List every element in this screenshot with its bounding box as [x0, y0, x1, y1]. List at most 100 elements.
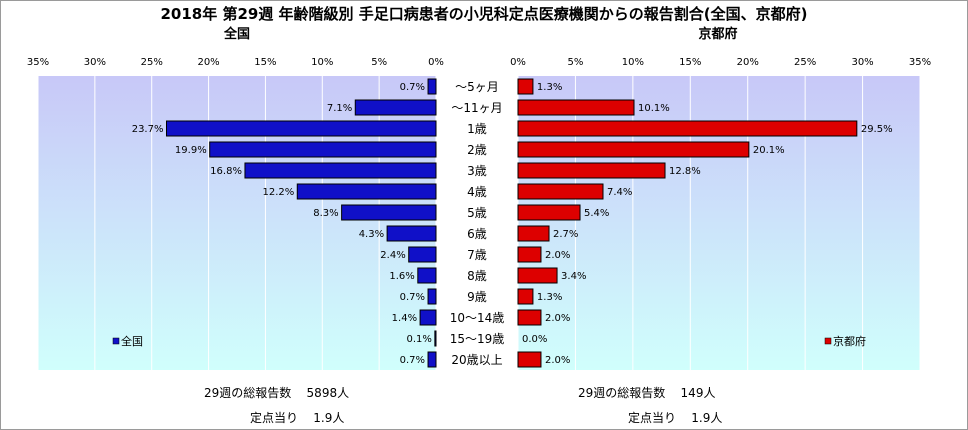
chart-title: 2018年 第29週 年齢階級別 手足口病患者の小児科定点医療機関からの報告割合…: [160, 5, 807, 23]
category-label: 1歳: [467, 122, 487, 136]
category-label: 7歳: [467, 248, 487, 262]
national-per-label: 定点当り: [250, 411, 299, 425]
data-label-kyoto: 2.0%: [545, 355, 570, 366]
bar-kyoto: [517, 78, 534, 95]
right-panel-title: 京都府: [698, 26, 737, 42]
data-label-kyoto: 29.5%: [861, 124, 893, 135]
x-tick-label-kyoto: 10%: [622, 57, 644, 68]
national-total-label: 29週の総報告数: [204, 386, 292, 400]
bar-kyoto: [517, 162, 666, 179]
bar-kyoto: [517, 225, 550, 242]
bar-national: [427, 288, 437, 305]
left-panel-title: 全国: [223, 26, 250, 42]
bar-national: [244, 162, 437, 179]
bar-kyoto: [517, 120, 858, 137]
legend-kyoto-label: 京都府: [833, 334, 866, 348]
data-label-kyoto: 7.4%: [607, 187, 632, 198]
national-per-site: 定点当り 1.9人: [250, 409, 344, 426]
national-per-value: 1.9人: [313, 411, 345, 425]
x-tick-label-kyoto: 15%: [679, 57, 701, 68]
bar-national: [386, 225, 437, 242]
bar-national: [427, 78, 437, 95]
data-label-kyoto: 1.3%: [537, 292, 562, 303]
data-label-kyoto: 3.4%: [561, 271, 586, 282]
bar-kyoto: [517, 288, 534, 305]
bar-national: [417, 267, 437, 284]
category-label: 20歳以上: [451, 353, 502, 367]
category-label: 6歳: [467, 227, 487, 241]
category-label: ～5ヶ月: [455, 80, 499, 94]
x-tick-label-national: 10%: [311, 57, 333, 68]
x-tick-label-kyoto: 5%: [567, 57, 583, 68]
bar-national: [296, 183, 437, 200]
data-label-kyoto: 20.1%: [753, 145, 785, 156]
bar-national: [209, 141, 437, 158]
data-label-national: 19.9%: [175, 145, 207, 156]
data-label-national: 2.4%: [380, 250, 405, 261]
x-tick-label-kyoto: 35%: [909, 57, 931, 68]
bar-kyoto: [517, 351, 542, 368]
data-label-kyoto: 2.0%: [545, 313, 570, 324]
category-label: 9歳: [467, 290, 487, 304]
data-label-national: 4.3%: [359, 229, 384, 240]
data-label-kyoto: 2.0%: [545, 250, 570, 261]
chart-marks: 35% 30% 25% 20% 15% 10% 5% 0% 0.7% 7.1% 23.7% 19.9%…: [27, 57, 931, 368]
data-label-kyoto: 0.0%: [522, 334, 547, 345]
x-tick-label-national: 35%: [27, 57, 49, 68]
x-tick-label-kyoto: 20%: [737, 57, 759, 68]
data-label-national: 0.7%: [400, 292, 425, 303]
x-tick-label-national: 30%: [84, 57, 106, 68]
legend-national-label: 全国: [121, 334, 143, 348]
category-label: 3歳: [467, 164, 487, 178]
national-total: 29週の総報告数 5898人: [204, 384, 349, 401]
data-label-national: 8.3%: [313, 208, 338, 219]
bar-national: [419, 309, 437, 326]
bar-national: [165, 120, 437, 137]
bar-kyoto: [517, 309, 542, 326]
data-label-kyoto: 1.3%: [537, 82, 562, 93]
data-label-national: 12.2%: [262, 187, 294, 198]
x-tick-label-national: 0%: [428, 57, 444, 68]
category-label: 2歳: [467, 143, 487, 157]
bar-kyoto: [517, 204, 581, 221]
x-tick-label-kyoto: 30%: [851, 57, 873, 68]
x-tick-label-kyoto: 0%: [510, 57, 526, 68]
bar-kyoto: [517, 141, 750, 158]
data-label-kyoto: 10.1%: [638, 103, 670, 114]
category-label: 15～19歳: [450, 332, 505, 346]
left-plot-area: [38, 76, 436, 370]
kyoto-per-label: 定点当り: [628, 411, 677, 425]
data-label-national: 16.8%: [210, 166, 242, 177]
kyoto-total: 29週の総報告数 149人: [578, 384, 715, 401]
legend-kyoto-swatch: [824, 337, 832, 345]
kyoto-total-value: 149人: [680, 386, 716, 400]
data-label-national: 1.6%: [389, 271, 414, 282]
kyoto-per-site: 定点当り 1.9人: [628, 409, 722, 426]
legend-kyoto: 京都府: [824, 334, 866, 348]
data-label-kyoto: 5.4%: [584, 208, 609, 219]
x-tick-label-national: 25%: [141, 57, 163, 68]
x-tick-label-kyoto: 25%: [794, 57, 816, 68]
x-tick-label-national: 15%: [254, 57, 276, 68]
bar-national: [427, 351, 437, 368]
kyoto-total-label: 29週の総報告数: [578, 386, 666, 400]
legend-national-swatch: [112, 337, 120, 345]
data-label-kyoto: 2.7%: [553, 229, 578, 240]
category-label: 4歳: [467, 185, 487, 199]
data-label-kyoto: 12.8%: [669, 166, 701, 177]
bar-kyoto: [517, 183, 604, 200]
category-label: 8歳: [467, 269, 487, 283]
bar-national: [341, 204, 437, 221]
x-tick-label-national: 20%: [197, 57, 219, 68]
right-plot-area: [518, 76, 920, 370]
data-label-national: 23.7%: [132, 124, 164, 135]
bar-national: [434, 330, 437, 347]
data-label-national: 1.4%: [392, 313, 417, 324]
bar-national: [408, 246, 437, 263]
data-label-national: 0.1%: [406, 334, 431, 345]
national-total-value: 5898人: [306, 386, 350, 400]
data-label-national: 0.7%: [400, 82, 425, 93]
bar-kyoto: [517, 246, 542, 263]
category-label: ～11ヶ月: [451, 101, 502, 115]
